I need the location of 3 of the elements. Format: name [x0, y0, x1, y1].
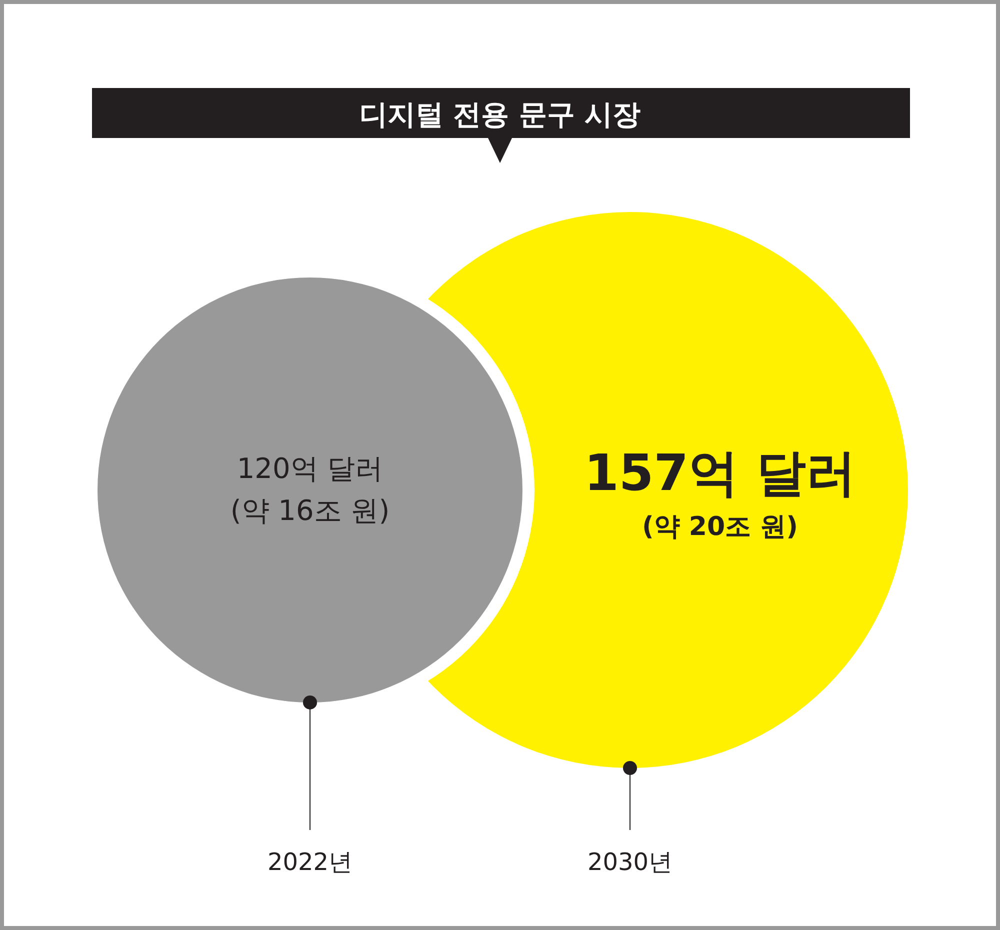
- annotation: (약 20조 원): [642, 512, 798, 542]
- annotation: (약 16조 원): [230, 494, 390, 527]
- title: 디지털 전용 문구 시장: [359, 98, 641, 131]
